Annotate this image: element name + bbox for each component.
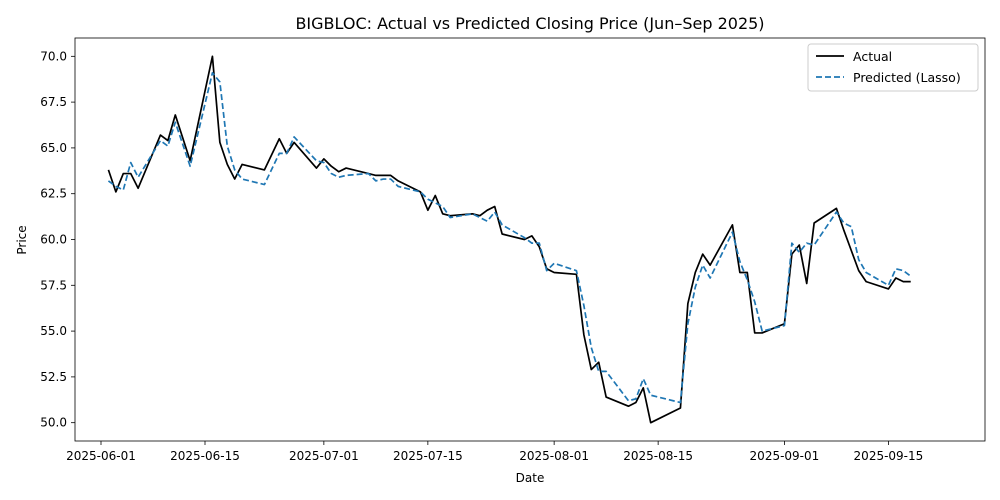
x-tick-label: 2025-06-01 — [66, 449, 136, 463]
legend: Actual Predicted (Lasso) — [807, 43, 979, 92]
y-axis: 50.0 52.5 55.0 57.5 60.0 62.5 65.0 67.5 70.0 — [40, 49, 75, 430]
x-axis: 2025-06-01 2025-06-15 2025-07-01 2025-07-15… — [66, 441, 923, 463]
series-lines — [107, 55, 912, 424]
y-tick-label: 62.5 — [40, 187, 67, 201]
x-tick-label: 2025-08-15 — [623, 449, 693, 463]
series-line-predicted — [107, 71, 912, 404]
x-tick-label: 2025-09-01 — [750, 449, 820, 463]
y-tick-label: 55.0 — [40, 324, 67, 338]
y-tick-label: 57.5 — [40, 278, 67, 292]
y-tick-label: 50.0 — [40, 416, 67, 430]
y-tick-label: 60.0 — [40, 233, 67, 247]
y-tick-label: 52.5 — [40, 370, 67, 384]
x-axis-label: Date — [516, 471, 545, 485]
y-tick-label: 70.0 — [40, 49, 67, 63]
y-axis-label: Price — [15, 225, 29, 254]
legend-box — [807, 43, 979, 92]
x-tick-label: 2025-07-01 — [289, 449, 359, 463]
legend-label-actual: Actual — [853, 49, 892, 64]
y-tick-label: 65.0 — [40, 141, 67, 155]
legend-label-predicted: Predicted (Lasso) — [853, 70, 961, 85]
x-tick-label: 2025-07-15 — [393, 449, 463, 463]
x-tick-label: 2025-06-15 — [170, 449, 240, 463]
y-tick-label: 67.5 — [40, 95, 67, 109]
x-tick-label: 2025-08-01 — [519, 449, 589, 463]
x-tick-label: 2025-09-15 — [854, 449, 924, 463]
chart-title: BIGBLOC: Actual vs Predicted Closing Pri… — [295, 14, 764, 33]
